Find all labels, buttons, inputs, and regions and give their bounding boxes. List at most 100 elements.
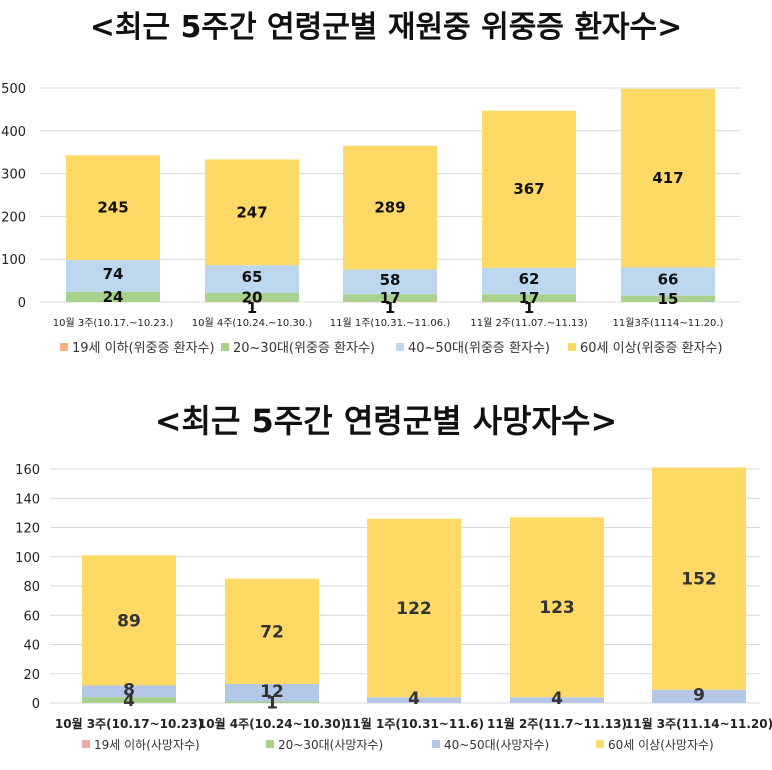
y-tick-label: 500 bbox=[1, 82, 26, 97]
data-label: 1 bbox=[266, 693, 278, 713]
data-label: 367 bbox=[513, 180, 544, 198]
x-category-label: 11월3주(1114~11.20.) bbox=[613, 317, 724, 329]
data-label: 74 bbox=[103, 265, 124, 283]
x-category-label: 10월 4주(10.24~10.30) bbox=[198, 716, 346, 731]
bar-segment bbox=[482, 294, 576, 302]
data-label: 4 bbox=[551, 689, 563, 709]
data-label: 65 bbox=[242, 268, 263, 286]
legend-swatch bbox=[432, 740, 440, 748]
legend-swatch bbox=[82, 740, 90, 748]
x-category-label: 10월 4주(10.24.~10.30.) bbox=[192, 317, 313, 329]
data-label: 1 bbox=[385, 299, 395, 317]
x-category-label: 11월 2주(11.7~11.13) bbox=[487, 716, 627, 731]
bar-segment bbox=[367, 518, 461, 698]
bar-segment bbox=[82, 697, 176, 703]
bar-segment bbox=[205, 293, 299, 302]
x-category-label: 11월 1주(10.31.~11.06.) bbox=[330, 317, 451, 329]
x-category-label: 10월 3주(10.17~10.23) bbox=[55, 716, 203, 731]
data-label: 24 bbox=[103, 288, 124, 306]
bar-segment bbox=[225, 578, 319, 684]
bar-segment bbox=[66, 291, 160, 302]
legend-swatch bbox=[221, 343, 229, 351]
y-tick-label: 140 bbox=[15, 492, 40, 507]
y-tick-label: 100 bbox=[1, 253, 26, 268]
data-label: 58 bbox=[380, 271, 401, 289]
legend-swatch bbox=[266, 740, 274, 748]
y-tick-label: 400 bbox=[1, 125, 26, 140]
data-label: 15 bbox=[658, 290, 679, 308]
x-category-label: 11월 2주(11.07.~11.13) bbox=[470, 317, 587, 329]
bar-segment bbox=[82, 555, 176, 686]
bar-segment bbox=[225, 701, 319, 703]
bar-segment bbox=[343, 269, 437, 295]
bar-segment bbox=[652, 467, 746, 690]
data-label: 123 bbox=[539, 598, 575, 618]
data-label: 17 bbox=[519, 289, 540, 307]
data-label: 66 bbox=[658, 270, 679, 288]
x-category-label: 10월 3주(10.17.~10.23.) bbox=[53, 317, 174, 329]
bar-segment bbox=[66, 260, 160, 292]
legend-label: 19세 이하(위중증 환자수) bbox=[72, 341, 215, 356]
y-tick-label: 80 bbox=[23, 580, 40, 595]
data-label: 89 bbox=[117, 611, 141, 631]
legend-swatch bbox=[568, 343, 576, 351]
y-tick-label: 120 bbox=[15, 522, 40, 537]
data-label: 1 bbox=[524, 299, 534, 317]
data-label: 245 bbox=[97, 199, 128, 217]
bar-segment bbox=[621, 88, 715, 268]
legend-label: 60세 이상(위중증 환자수) bbox=[580, 341, 723, 356]
x-category-label: 11월 3주(11.14~11.20) bbox=[625, 716, 772, 731]
bar-segment bbox=[205, 265, 299, 294]
data-label: 8 bbox=[123, 680, 135, 700]
legend-label: 60세 이상(사망자수) bbox=[608, 738, 714, 752]
legend-swatch bbox=[596, 740, 604, 748]
bar-segment bbox=[652, 689, 746, 703]
y-tick-label: 300 bbox=[1, 168, 26, 183]
bar-segment bbox=[205, 159, 299, 266]
data-label: 4 bbox=[123, 691, 135, 711]
bar-segment bbox=[482, 110, 576, 268]
legend-swatch bbox=[396, 343, 404, 351]
data-label: 122 bbox=[396, 599, 432, 619]
bar-segment bbox=[621, 267, 715, 296]
chart1-title: <최근 5주간 연령군별 재원중 위중증 환자수> bbox=[89, 10, 683, 45]
y-tick-label: 0 bbox=[32, 697, 40, 712]
data-label: 72 bbox=[260, 622, 284, 642]
data-label: 417 bbox=[652, 169, 683, 187]
bar-segment bbox=[66, 155, 160, 261]
legend-label: 40~50대(위중증 환자수) bbox=[408, 341, 550, 356]
y-tick-label: 40 bbox=[23, 639, 40, 654]
bar-segment bbox=[621, 295, 715, 302]
bar-segment bbox=[482, 267, 576, 295]
legend-swatch bbox=[60, 343, 68, 351]
data-label: 12 bbox=[260, 682, 284, 702]
data-label: 4 bbox=[408, 689, 420, 709]
bar-segment bbox=[343, 294, 437, 302]
chart1-severe-patients: 0 100 200 300 400 500 24 74 245 10월 3주(10.17.~10.… bbox=[1, 82, 740, 356]
chart2-title: <최근 5주간 연령군별 사망자수> bbox=[154, 402, 618, 440]
bar-segment bbox=[510, 517, 604, 698]
bar-segment bbox=[82, 685, 176, 698]
data-label: 247 bbox=[236, 203, 267, 221]
legend-label: 40~50대(사망자수) bbox=[444, 738, 549, 752]
y-tick-label: 0 bbox=[18, 296, 26, 311]
bar-segment bbox=[367, 697, 461, 703]
bar-segment bbox=[225, 683, 319, 702]
bar-segment bbox=[510, 697, 604, 703]
legend-label: 20~30대(위중증 환자수) bbox=[233, 341, 375, 356]
legend-label: 20~30대(사망자수) bbox=[278, 738, 383, 752]
data-label: 17 bbox=[380, 289, 401, 307]
y-tick-label: 160 bbox=[15, 463, 40, 478]
data-label: 20 bbox=[242, 288, 263, 306]
legend-label: 19세 이하(사망자수) bbox=[94, 738, 200, 752]
y-tick-label: 200 bbox=[1, 210, 26, 225]
y-tick-label: 20 bbox=[23, 668, 40, 683]
data-label: 62 bbox=[519, 270, 540, 288]
data-label: 9 bbox=[693, 685, 705, 705]
x-category-label: 11월 1주(10.31~11.6) bbox=[344, 716, 484, 731]
y-tick-label: 60 bbox=[23, 609, 40, 624]
bar-segment bbox=[343, 145, 437, 270]
data-label: 289 bbox=[374, 199, 405, 217]
data-label: 1 bbox=[247, 299, 257, 317]
